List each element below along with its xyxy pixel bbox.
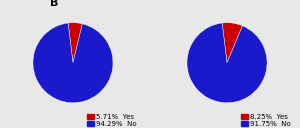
Text: B: B <box>50 0 59 8</box>
Wedge shape <box>187 23 267 103</box>
Wedge shape <box>222 23 242 63</box>
Legend: 8.25%  Yes, 91.75%  No: 8.25% Yes, 91.75% No <box>241 113 292 127</box>
Wedge shape <box>68 23 83 63</box>
Wedge shape <box>33 23 113 103</box>
Legend: 5.71%  Yes, 94.29%  No: 5.71% Yes, 94.29% No <box>87 113 138 127</box>
